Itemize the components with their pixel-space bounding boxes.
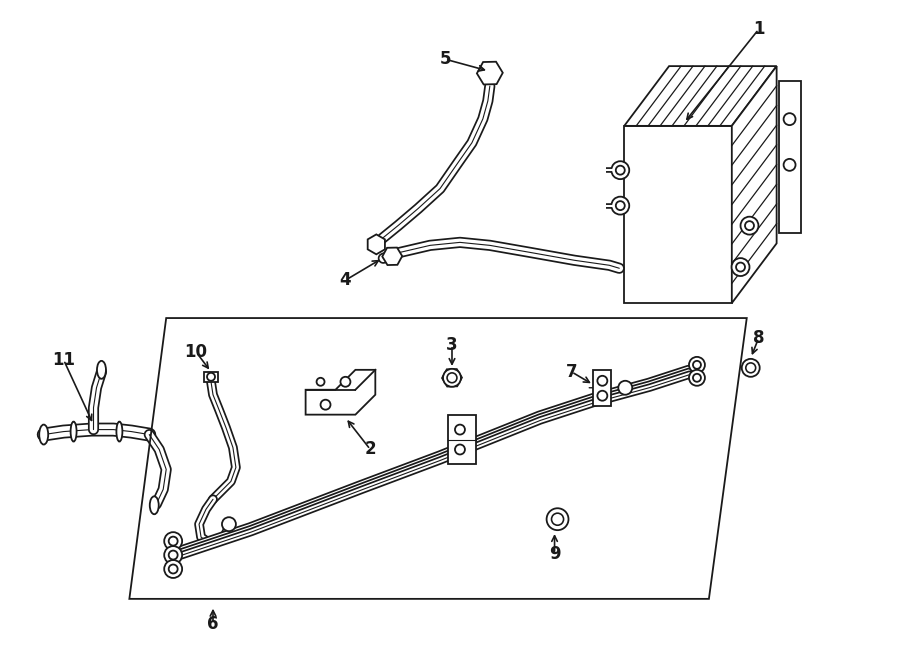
Text: 11: 11 [52, 351, 75, 369]
Circle shape [455, 444, 465, 455]
Ellipse shape [40, 424, 49, 444]
Circle shape [611, 197, 629, 215]
FancyBboxPatch shape [204, 372, 218, 382]
Circle shape [443, 369, 461, 387]
Text: 7: 7 [566, 363, 577, 381]
Circle shape [689, 357, 705, 373]
Circle shape [455, 424, 465, 434]
Circle shape [320, 400, 330, 410]
Circle shape [611, 161, 629, 179]
Circle shape [168, 564, 177, 574]
Text: 10: 10 [184, 343, 208, 361]
Ellipse shape [70, 422, 77, 442]
Circle shape [164, 560, 182, 578]
Circle shape [746, 363, 756, 373]
Circle shape [784, 113, 796, 125]
Circle shape [616, 166, 625, 175]
Circle shape [207, 373, 215, 381]
Ellipse shape [116, 422, 122, 442]
Circle shape [447, 373, 457, 383]
Ellipse shape [97, 361, 106, 379]
Circle shape [616, 201, 625, 210]
Circle shape [222, 517, 236, 531]
Circle shape [732, 258, 750, 276]
Circle shape [736, 262, 745, 272]
Polygon shape [625, 126, 732, 303]
Circle shape [164, 532, 182, 550]
Polygon shape [732, 66, 777, 303]
Ellipse shape [149, 496, 158, 514]
Circle shape [741, 217, 759, 235]
Circle shape [552, 513, 563, 525]
Polygon shape [306, 370, 375, 414]
Circle shape [598, 391, 608, 401]
Polygon shape [625, 66, 777, 126]
Circle shape [340, 377, 350, 387]
Circle shape [168, 551, 177, 559]
FancyBboxPatch shape [593, 370, 611, 406]
Circle shape [598, 376, 608, 386]
Text: 3: 3 [446, 336, 458, 354]
Circle shape [164, 546, 182, 564]
Circle shape [618, 381, 632, 395]
Circle shape [745, 221, 754, 230]
FancyBboxPatch shape [778, 81, 800, 233]
Text: 9: 9 [549, 545, 561, 563]
Text: 2: 2 [364, 440, 376, 459]
Circle shape [784, 159, 796, 171]
Circle shape [742, 359, 760, 377]
Circle shape [546, 508, 569, 530]
Text: 5: 5 [439, 50, 451, 68]
FancyBboxPatch shape [448, 414, 476, 465]
Text: 4: 4 [339, 271, 351, 290]
Circle shape [317, 378, 325, 386]
Circle shape [689, 370, 705, 386]
Circle shape [693, 374, 701, 382]
Circle shape [693, 361, 701, 369]
Circle shape [168, 537, 177, 545]
Text: 8: 8 [753, 329, 764, 347]
Text: 1: 1 [753, 20, 764, 38]
Text: 6: 6 [207, 615, 219, 633]
